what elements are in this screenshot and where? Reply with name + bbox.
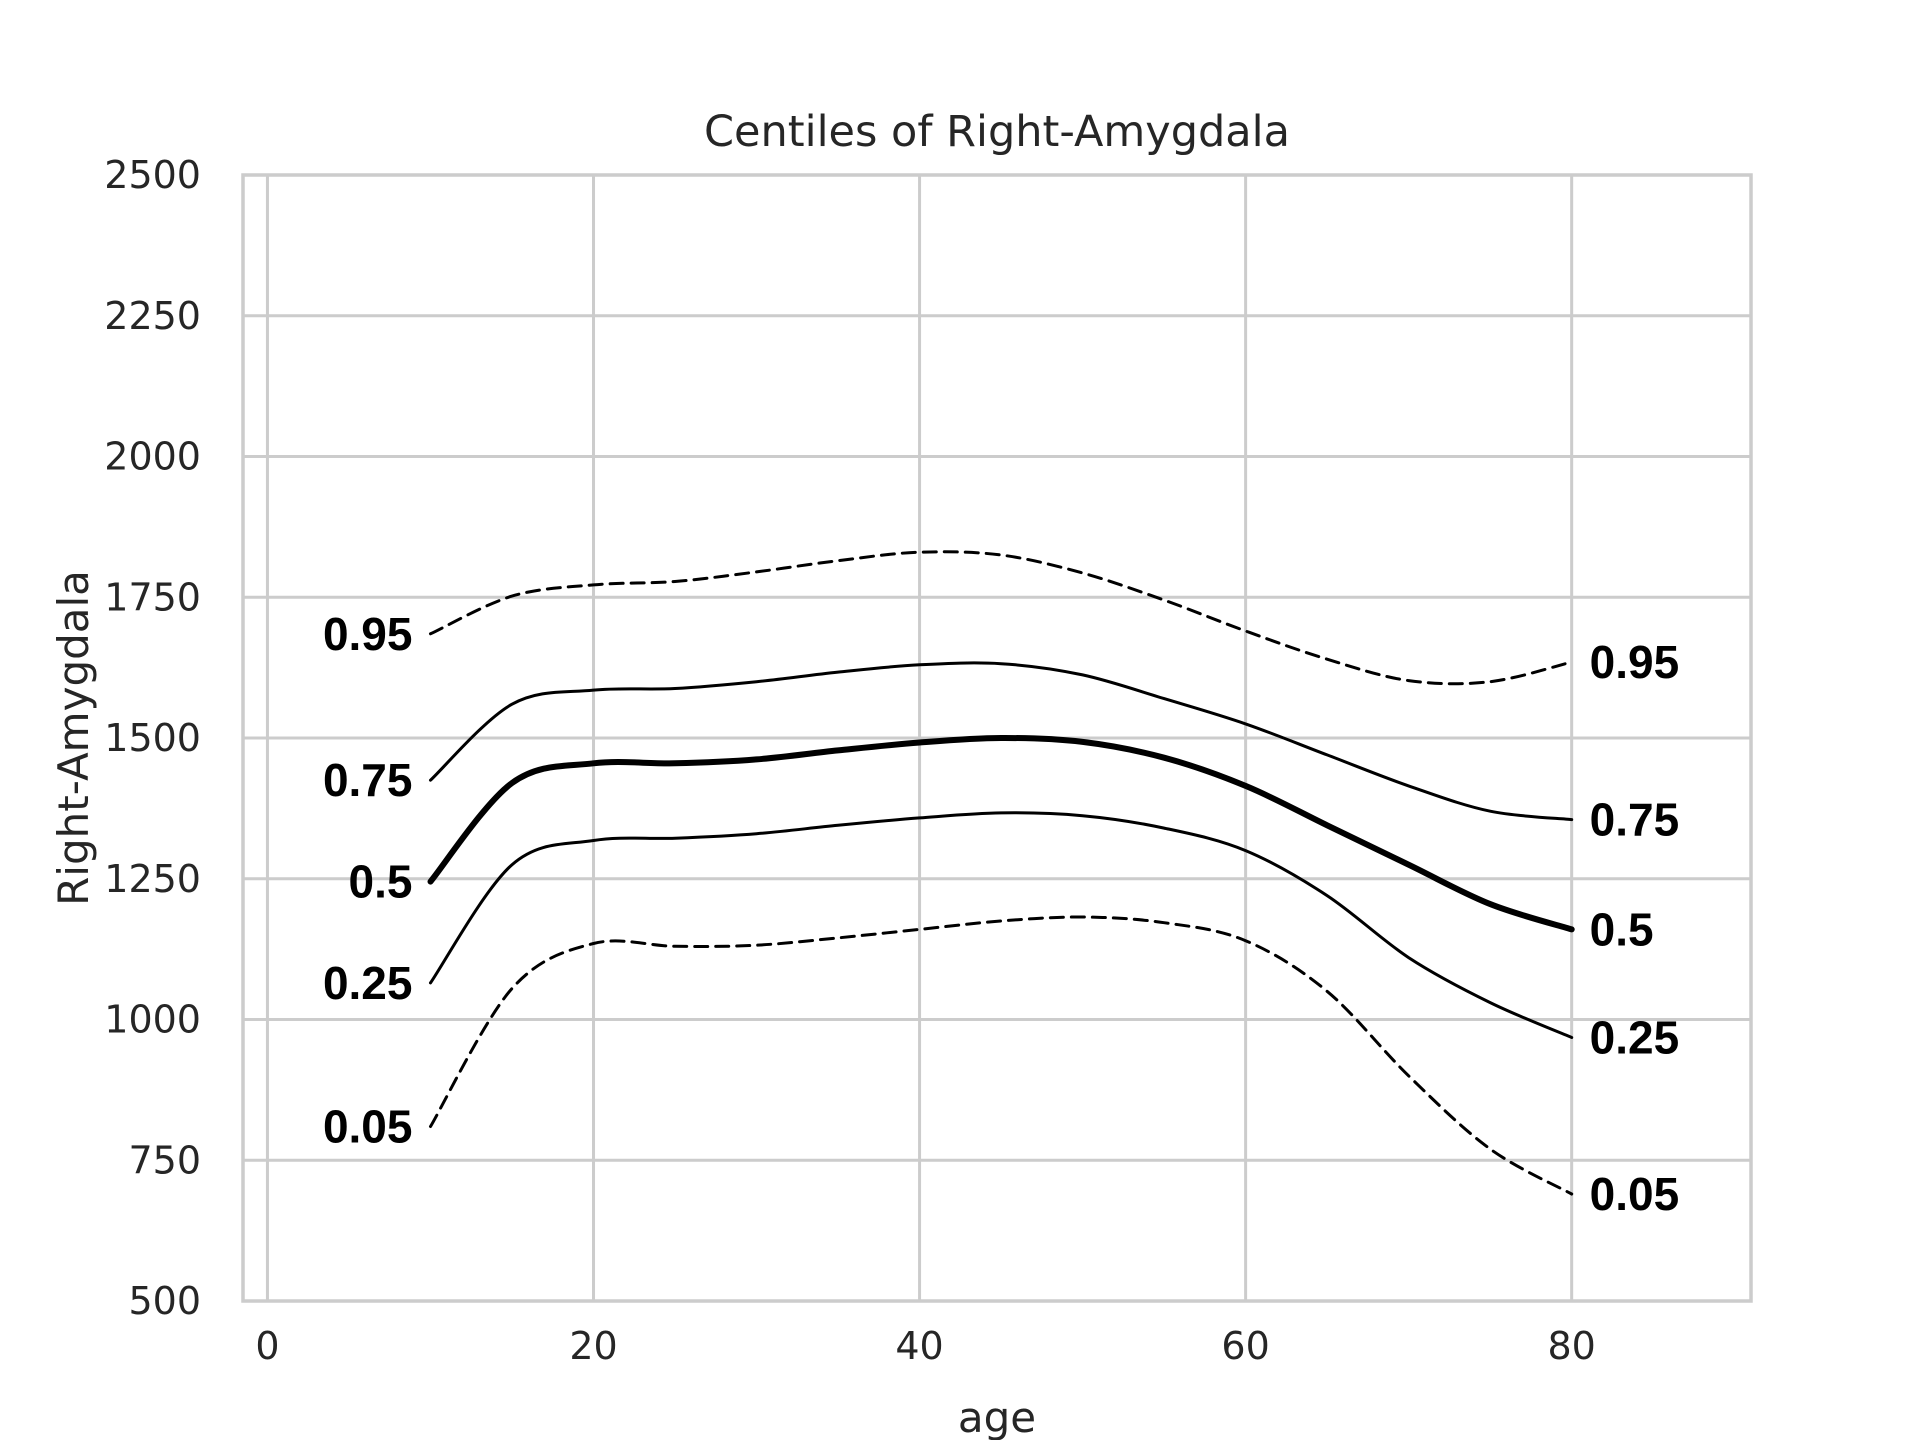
centile-label-right: 0.05 — [1590, 1168, 1680, 1220]
chart-title: Centiles of Right-Amygdala — [704, 107, 1290, 157]
centile-line-0-95 — [429, 550, 1574, 686]
centile-line-0-5 — [427, 734, 1575, 933]
series-layer — [427, 550, 1575, 1196]
centile-label-left: 0.5 — [349, 856, 413, 908]
centile-line-0-05 — [429, 915, 1574, 1196]
y-tick-label: 1500 — [104, 716, 201, 760]
y-tick-label: 2000 — [104, 435, 201, 479]
y-tick-label: 2250 — [104, 294, 201, 338]
centile-label-right: 0.25 — [1590, 1012, 1680, 1064]
y-tick-label: 500 — [128, 1279, 201, 1323]
centile-label-left: 0.75 — [323, 754, 413, 806]
centile-label-right: 0.75 — [1590, 794, 1680, 846]
centile-label-left: 0.95 — [323, 608, 413, 660]
x-axis-label: age — [958, 1393, 1036, 1440]
x-tick-label: 80 — [1547, 1324, 1595, 1368]
centile-label-right: 0.5 — [1590, 903, 1654, 955]
y-tick-label: 1750 — [104, 575, 201, 619]
centile-line-0-75 — [429, 661, 1574, 822]
y-tick-label: 2500 — [104, 153, 201, 197]
x-tick-label: 20 — [569, 1324, 617, 1368]
centile-label-layer: 0.05 0.05 0.25 0.25 0.5 0.5 0.75 0.75 0.95 0.95 — [323, 608, 1679, 1220]
y-tick-label: 750 — [128, 1138, 201, 1182]
y-axis-label: Right-Amygdala — [49, 570, 98, 906]
x-tick-label: 60 — [1221, 1324, 1269, 1368]
y-tick-label: 1000 — [104, 998, 201, 1042]
centile-label-right: 0.95 — [1590, 636, 1680, 688]
centile-label-left: 0.25 — [323, 957, 413, 1009]
plot-frame — [241, 173, 1753, 1303]
x-tick-label: 40 — [895, 1324, 943, 1368]
centile-line-0-25 — [429, 811, 1574, 1039]
tick-label-layer: 0 20 40 60 80 500 750 1000 1250 1500 1750 2000 2250 2… — [104, 153, 1596, 1368]
centile-label-left: 0.05 — [323, 1100, 413, 1152]
y-tick-label: 1250 — [104, 857, 201, 901]
x-tick-label: 0 — [255, 1324, 279, 1368]
